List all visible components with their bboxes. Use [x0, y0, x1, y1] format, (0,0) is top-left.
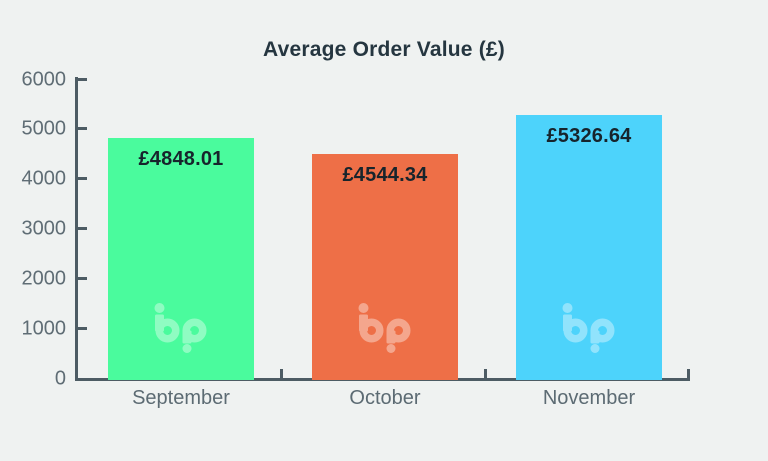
y-tick-label: 5000 — [21, 117, 67, 140]
y-tick-mark — [78, 326, 87, 330]
x-tick-mark — [484, 369, 487, 378]
bar-november: £5326.64 — [516, 115, 662, 380]
x-category-label: October — [349, 387, 421, 409]
bar-september: £4848.01 — [108, 138, 254, 380]
x-category-label: November — [542, 387, 636, 409]
y-tick-mark — [78, 127, 87, 131]
bar-value-label: £5326.64 — [546, 125, 632, 147]
bar-value-label: £4848.01 — [138, 148, 224, 170]
y-tick-label: 6000 — [21, 68, 67, 90]
y-tick-label: 3000 — [21, 217, 67, 240]
y-tick-mark — [78, 177, 87, 181]
x-category-label: September — [132, 387, 230, 409]
bp-watermark-icon — [154, 303, 207, 353]
y-tick-mark — [78, 276, 87, 280]
y-axis-line — [75, 77, 78, 381]
bp-watermark-icon — [358, 303, 411, 353]
y-tick-mark — [78, 227, 87, 230]
y-tick-mark — [78, 77, 87, 81]
bp-watermark-icon — [562, 303, 615, 353]
y-tick-label: 1000 — [21, 317, 67, 340]
bar-october: £4544.34 — [312, 154, 458, 380]
x-tick-mark — [280, 369, 283, 378]
y-tick-label: 2000 — [21, 267, 67, 290]
y-tick-label: 4000 — [21, 167, 67, 190]
chart-title: Average Order Value (£) — [263, 38, 505, 61]
y-tick-label: 0 — [54, 367, 66, 389]
x-tick-mark — [687, 369, 690, 378]
bar-value-label: £4544.34 — [342, 164, 428, 186]
